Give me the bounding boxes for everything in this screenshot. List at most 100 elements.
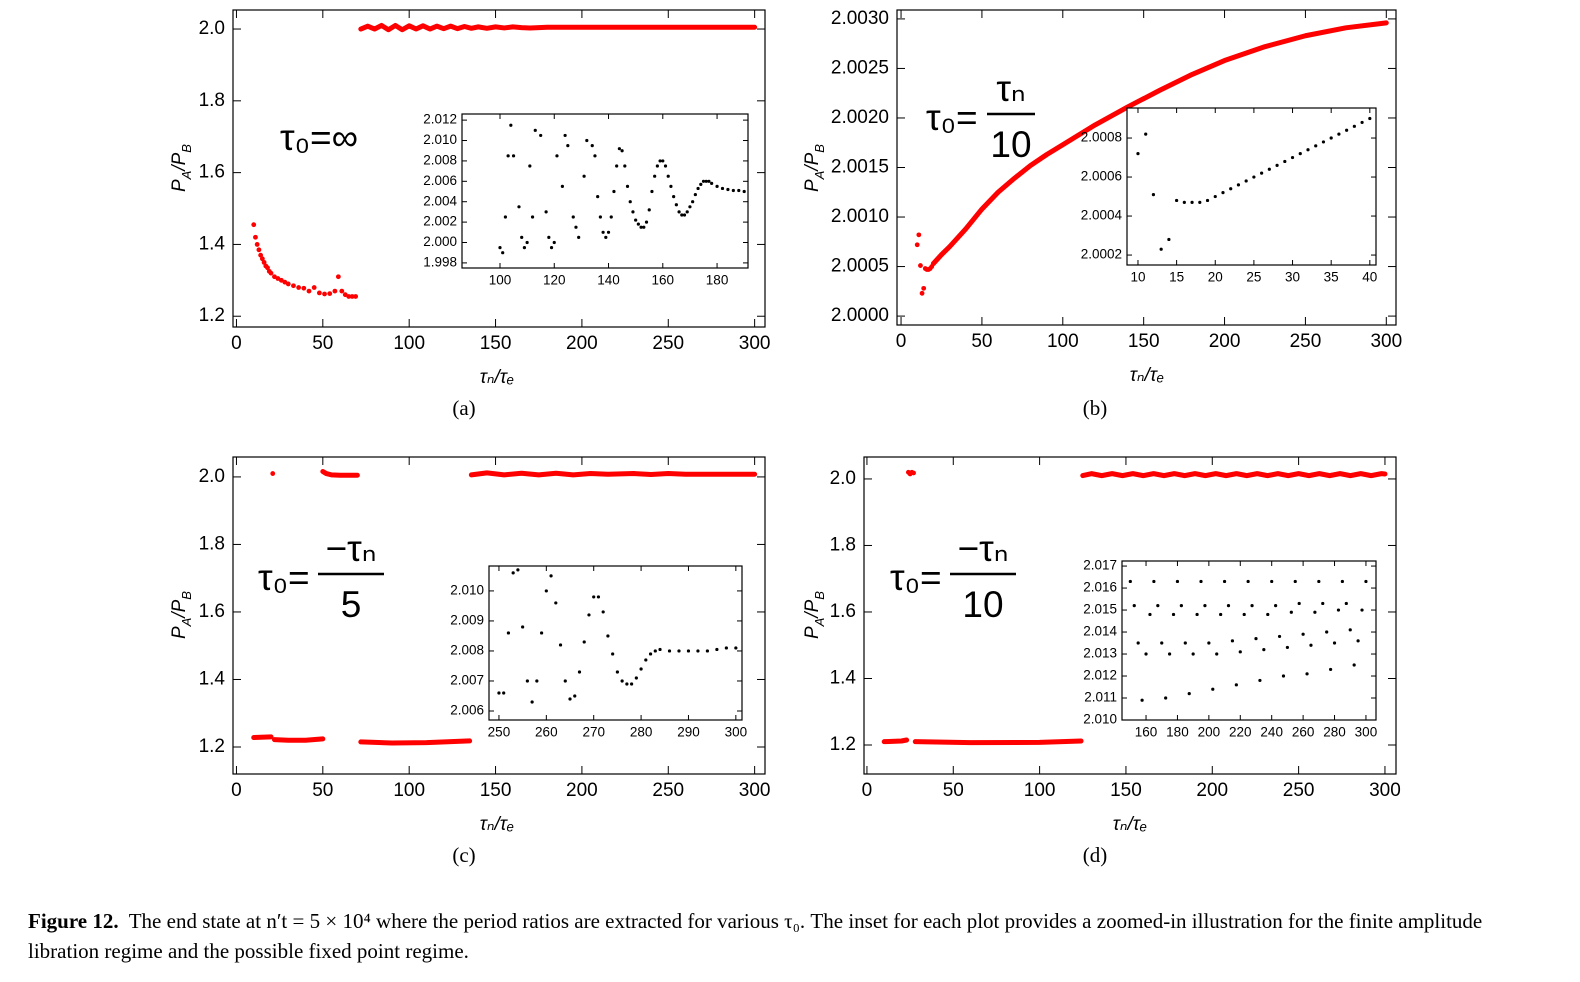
- data-point: [259, 256, 265, 262]
- data-point: [1298, 152, 1302, 156]
- data-point: [655, 164, 659, 168]
- data-point: [1356, 639, 1360, 643]
- data-point: [251, 222, 257, 228]
- annotation-lhs: τ₀=: [890, 557, 942, 598]
- data-point: [914, 242, 920, 248]
- x-tick-label: 50: [971, 331, 992, 352]
- panel-label: (c): [452, 843, 475, 867]
- y-tick-label: 2.0020: [831, 107, 889, 128]
- data-point: [558, 643, 563, 647]
- data-point: [696, 649, 700, 653]
- data-point: [530, 700, 534, 704]
- data-point: [1266, 612, 1270, 617]
- caption: Figure 12. The end state at n′t = 5 × 10…: [28, 906, 1556, 966]
- y-tick-label: 2.016: [1083, 580, 1117, 595]
- data-point: [582, 640, 586, 644]
- data-point: [612, 189, 616, 194]
- data-point: [715, 647, 719, 652]
- data-point: [1238, 650, 1242, 654]
- data-point: [254, 242, 260, 247]
- y-tick-label: 2.013: [1083, 646, 1117, 661]
- data-point: [604, 235, 608, 240]
- x-axis-label: τₙ/τₑ: [1113, 814, 1147, 835]
- y-tick-label: 2.011: [1084, 690, 1117, 705]
- y-axis-label: PA/PB: [169, 144, 194, 192]
- data-point: [258, 252, 264, 258]
- data-point: [554, 601, 558, 605]
- data-point: [918, 263, 923, 268]
- data-point: [701, 179, 706, 183]
- data-point: [1325, 630, 1329, 634]
- data-point: [710, 181, 714, 185]
- data-point: [511, 571, 515, 575]
- data-point: [256, 247, 262, 253]
- data-point: [1277, 634, 1282, 639]
- annotation-lhs: τ₀=: [926, 97, 978, 138]
- x-tick-label: 260: [1292, 725, 1315, 740]
- y-tick-label: 1.8: [199, 90, 225, 111]
- data-line: [912, 738, 1084, 746]
- data-point: [1132, 604, 1136, 608]
- data-point: [349, 294, 355, 299]
- data-point: [270, 471, 276, 476]
- data-point: [601, 230, 605, 234]
- data-point: [609, 215, 613, 219]
- data-point: [522, 246, 527, 250]
- data-point: [498, 246, 502, 250]
- data-line: [271, 736, 326, 743]
- data-point: [525, 679, 529, 683]
- data-point: [620, 149, 624, 153]
- data-point: [617, 147, 621, 151]
- x-tick-label: 250: [652, 333, 684, 354]
- data-point: [911, 470, 916, 476]
- x-axis-label: τₙ/τₑ: [480, 367, 514, 388]
- data-point: [1191, 652, 1195, 656]
- y-axis-label: PA/PB: [802, 144, 827, 192]
- y-axis-label: PA/PB: [802, 591, 827, 639]
- y-tick-label: 2.014: [1083, 624, 1117, 639]
- data-point: [1183, 641, 1187, 645]
- data-point: [1258, 678, 1262, 683]
- x-tick-label: 180: [706, 273, 729, 288]
- data-point: [544, 589, 548, 593]
- data-point: [628, 200, 632, 204]
- data-point: [1317, 579, 1321, 584]
- y-axis-label-part: P: [802, 626, 823, 639]
- data-point: [339, 288, 345, 294]
- x-tick-label: 15: [1169, 270, 1184, 285]
- data-point: [1360, 608, 1364, 612]
- x-axis-label: τₙ/τₑ: [480, 814, 514, 835]
- x-tick-label: 0: [231, 333, 242, 354]
- annotation-denominator: 5: [341, 584, 362, 625]
- y-axis-label-part: /P: [802, 152, 823, 172]
- data-point: [737, 188, 741, 193]
- data-point: [696, 186, 700, 191]
- data-point: [691, 200, 695, 204]
- data-point: [742, 189, 746, 194]
- data-point: [634, 676, 638, 680]
- data-point: [644, 658, 648, 662]
- data-line: [1080, 471, 1388, 479]
- data-point: [1199, 579, 1203, 584]
- x-tick-label: 140: [597, 273, 620, 288]
- y-tick-label: 1.4: [199, 233, 226, 254]
- x-tick-label: 100: [1047, 331, 1079, 352]
- data-point: [516, 568, 520, 572]
- y-tick-label: 2.002: [423, 214, 457, 229]
- data-point: [623, 164, 627, 168]
- data-point: [265, 265, 270, 271]
- data-point: [1260, 171, 1264, 175]
- data-point: [1337, 132, 1341, 136]
- data-point: [301, 285, 307, 291]
- data-point: [658, 159, 662, 163]
- data-point: [503, 215, 508, 219]
- annotation: τ₀=∞: [280, 117, 358, 158]
- y-tick-label: 1.2: [830, 734, 856, 755]
- data-point: [1314, 144, 1318, 148]
- annotation-lhs: τ₀=: [258, 557, 310, 598]
- y-axis-label-part: B: [179, 144, 194, 153]
- y-tick-label: 2.0025: [831, 57, 889, 78]
- data-point: [642, 225, 646, 229]
- y-axis-label-part: /P: [802, 599, 823, 619]
